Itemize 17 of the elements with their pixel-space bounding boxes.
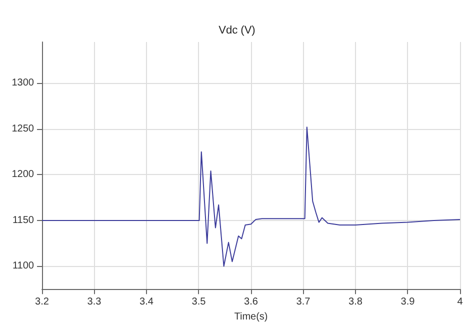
x-tick-label: 3.5 [192,296,206,308]
y-tick-label: 1300 [12,78,34,89]
y-tick-label: 1250 [12,123,34,134]
y-tick-label: 1100 [12,260,34,272]
y-tick-label: 1200 [12,169,34,180]
x-tick-label: 3.4 [140,296,154,308]
line-series [42,126,460,267]
x-tick-label: 3.9 [400,296,416,308]
x-tick-label: 4 [457,296,464,308]
x-tick-label: 3.3 [87,296,102,308]
x-tick-label: 3.8 [348,296,363,308]
x-axis-title: Time(s) [234,312,268,322]
chart-title: Vdc (V) [218,24,256,36]
x-tick-label: 3.7 [296,296,311,308]
y-tick-label: 1150 [12,214,34,226]
x-tick-label: 3.2 [35,296,50,308]
x-tick-label: 3.6 [244,296,258,308]
